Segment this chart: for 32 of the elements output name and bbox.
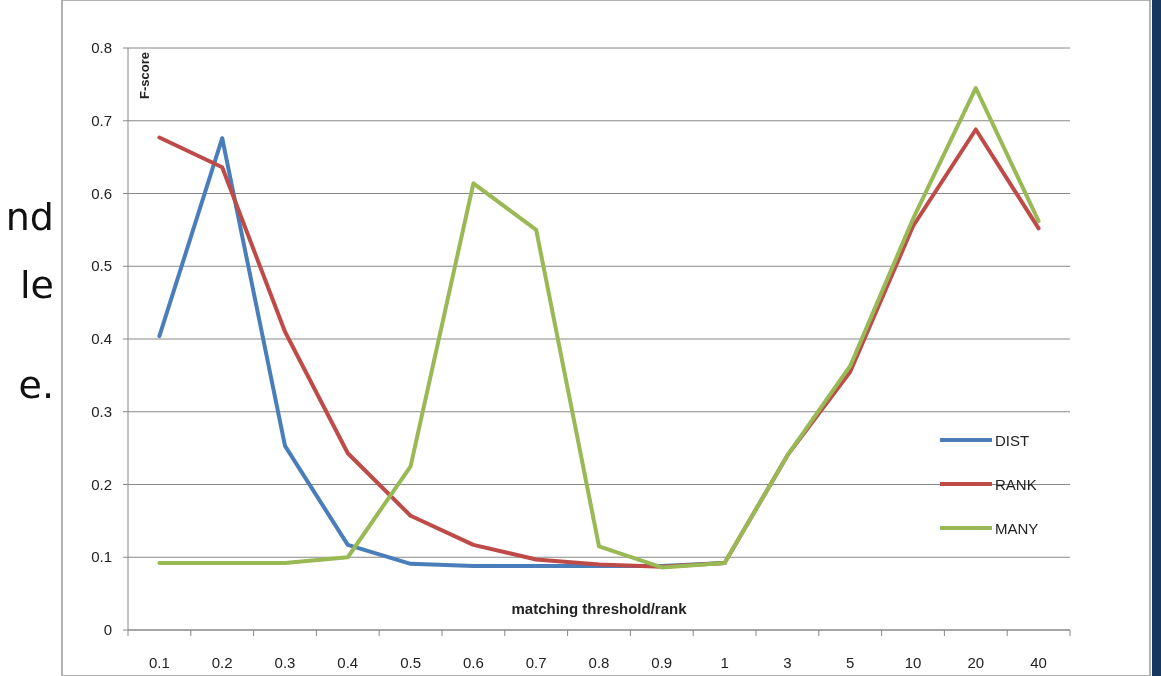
y-tick-label: 0.1 bbox=[91, 548, 112, 566]
y-tick-label: 0.3 bbox=[91, 402, 112, 420]
y-tick-label: 0.2 bbox=[91, 475, 112, 493]
y-tick-label: 0.4 bbox=[91, 330, 112, 347]
text: e. bbox=[18, 363, 54, 407]
x-tick-label: 0.7 bbox=[525, 654, 547, 671]
legend-label: RANK bbox=[995, 476, 1037, 493]
x-tick-label: 0.5 bbox=[400, 654, 422, 671]
x-tick-label: 0.4 bbox=[337, 654, 359, 671]
x-tick-label: 20 bbox=[967, 654, 985, 671]
x-tick-label: 0.6 bbox=[462, 654, 484, 671]
y-tick-label: 0 bbox=[103, 621, 112, 638]
x-tick-label: 5 bbox=[846, 654, 855, 671]
x-tick-label: 40 bbox=[1030, 654, 1047, 671]
x-tick-label: 10 bbox=[904, 654, 922, 671]
legend-label: DIST bbox=[995, 432, 1030, 449]
x-tick-label: 0.1 bbox=[148, 654, 170, 671]
y-tick-label: 0.6 bbox=[91, 184, 112, 202]
legend-label: MANY bbox=[995, 520, 1039, 537]
text: nd bbox=[5, 195, 54, 239]
x-tick-label: 3 bbox=[783, 654, 792, 671]
x-tick-label: 1 bbox=[720, 654, 729, 671]
y-tick-label: 0.7 bbox=[91, 111, 112, 129]
y-tick-label: 0.8 bbox=[91, 39, 112, 56]
x-axis-title: matching threshold/rank bbox=[511, 600, 688, 617]
x-tick-label: 0.8 bbox=[588, 654, 610, 671]
x-tick-label: 0.2 bbox=[211, 654, 233, 671]
y-tick-label: 0.5 bbox=[91, 257, 112, 275]
text: le bbox=[20, 263, 54, 307]
y-axis-title: F-score bbox=[137, 52, 152, 99]
x-tick-label: 0.3 bbox=[274, 654, 296, 671]
x-tick-label: 0.9 bbox=[651, 654, 673, 671]
